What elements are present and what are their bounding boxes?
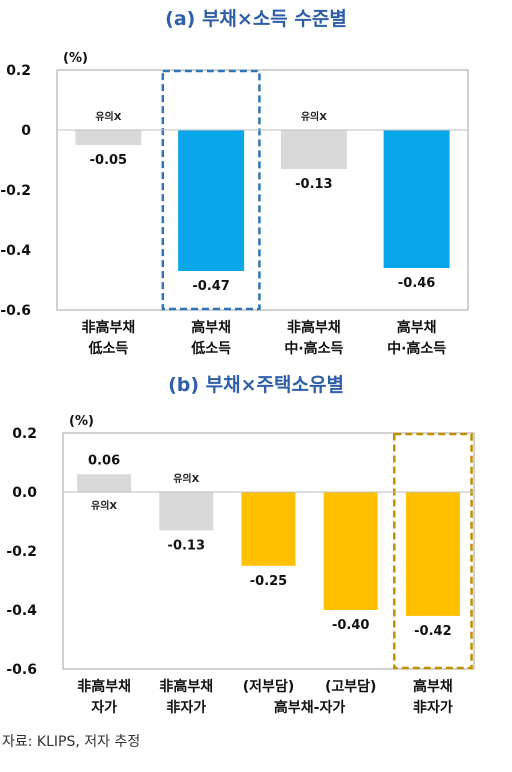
category-label: 高부채 <box>191 319 231 336</box>
value-label-1: 0.06 <box>88 453 120 468</box>
category-label: 中·高소득 <box>387 340 446 357</box>
value-label-4: -0.46 <box>398 276 435 291</box>
value-label-1: -0.05 <box>90 153 127 168</box>
category-label: 非高부채 <box>287 319 341 336</box>
highlight-box <box>161 69 261 311</box>
significance-note: 유의X <box>301 110 327 123</box>
bar-5 <box>405 492 460 616</box>
bar-3 <box>241 492 296 566</box>
y-tick-label: -0.4 <box>6 603 37 619</box>
bar-1 <box>77 474 132 492</box>
value-label-2: -0.13 <box>168 538 205 553</box>
category-label: 高부채 <box>397 319 437 336</box>
value-label-3: -0.25 <box>250 574 287 589</box>
category-label: 低소득 <box>87 340 128 357</box>
category-label: 非高부채 <box>81 319 135 336</box>
y-tick-label: -0.2 <box>6 544 37 560</box>
y-tick-label: -0.4 <box>0 243 31 259</box>
unit-label: (%) <box>63 51 88 66</box>
category-label: (저부담) <box>243 678 294 695</box>
significance-note: 유의X <box>173 472 199 485</box>
bar-1 <box>75 130 142 145</box>
group-label: 高부채-자가 <box>274 699 345 716</box>
category-label: 非高부채 <box>159 678 213 695</box>
y-tick-label: 0.0 <box>12 485 37 501</box>
category-label: 자가 <box>91 700 117 716</box>
bar-4 <box>323 492 378 610</box>
y-tick-label: -0.6 <box>6 662 37 678</box>
category-label: 非자가 <box>166 699 206 716</box>
highlight-box <box>393 432 473 670</box>
category-label: 低소득 <box>190 340 231 357</box>
significance-note: 유의X <box>91 499 117 512</box>
plot-frame <box>62 432 475 670</box>
source-note: 자료: KLIPS, 저자 추정 <box>2 734 141 750</box>
value-label-3: -0.13 <box>295 177 332 192</box>
bar-2 <box>178 130 245 271</box>
unit-label: (%) <box>69 414 94 429</box>
value-label-2: -0.47 <box>192 279 229 294</box>
y-tick-label: 0.2 <box>12 426 37 442</box>
chart-b-title: (b) 부채×주택소유별 <box>168 374 344 396</box>
value-label-4: -0.40 <box>332 618 369 633</box>
bar-4 <box>383 130 450 268</box>
category-label: 高부채 <box>413 678 453 695</box>
category-label: (고부담) <box>325 678 376 695</box>
y-tick-label: -0.2 <box>0 183 31 199</box>
chart-a: 0.2 0 -0.2 -0.4 -0.6 (%) -0.05 유의X 非高부채 低소득 -0.47 高… <box>0 51 469 357</box>
bar-2 <box>159 492 214 531</box>
plot-frame <box>56 69 469 311</box>
category-label: 非高부채 <box>77 678 131 695</box>
y-tick-label: -0.6 <box>0 303 31 319</box>
y-tick-label: 0.2 <box>6 63 31 79</box>
bar-3 <box>280 130 347 169</box>
y-tick-label: 0 <box>21 123 31 139</box>
value-label-5: -0.42 <box>414 624 451 639</box>
chart-a-title: (a) 부채×소득 수준별 <box>165 8 347 30</box>
category-label: 中·高소득 <box>284 340 343 357</box>
category-label: 非자가 <box>413 699 453 716</box>
significance-note: 유의X <box>95 110 121 123</box>
